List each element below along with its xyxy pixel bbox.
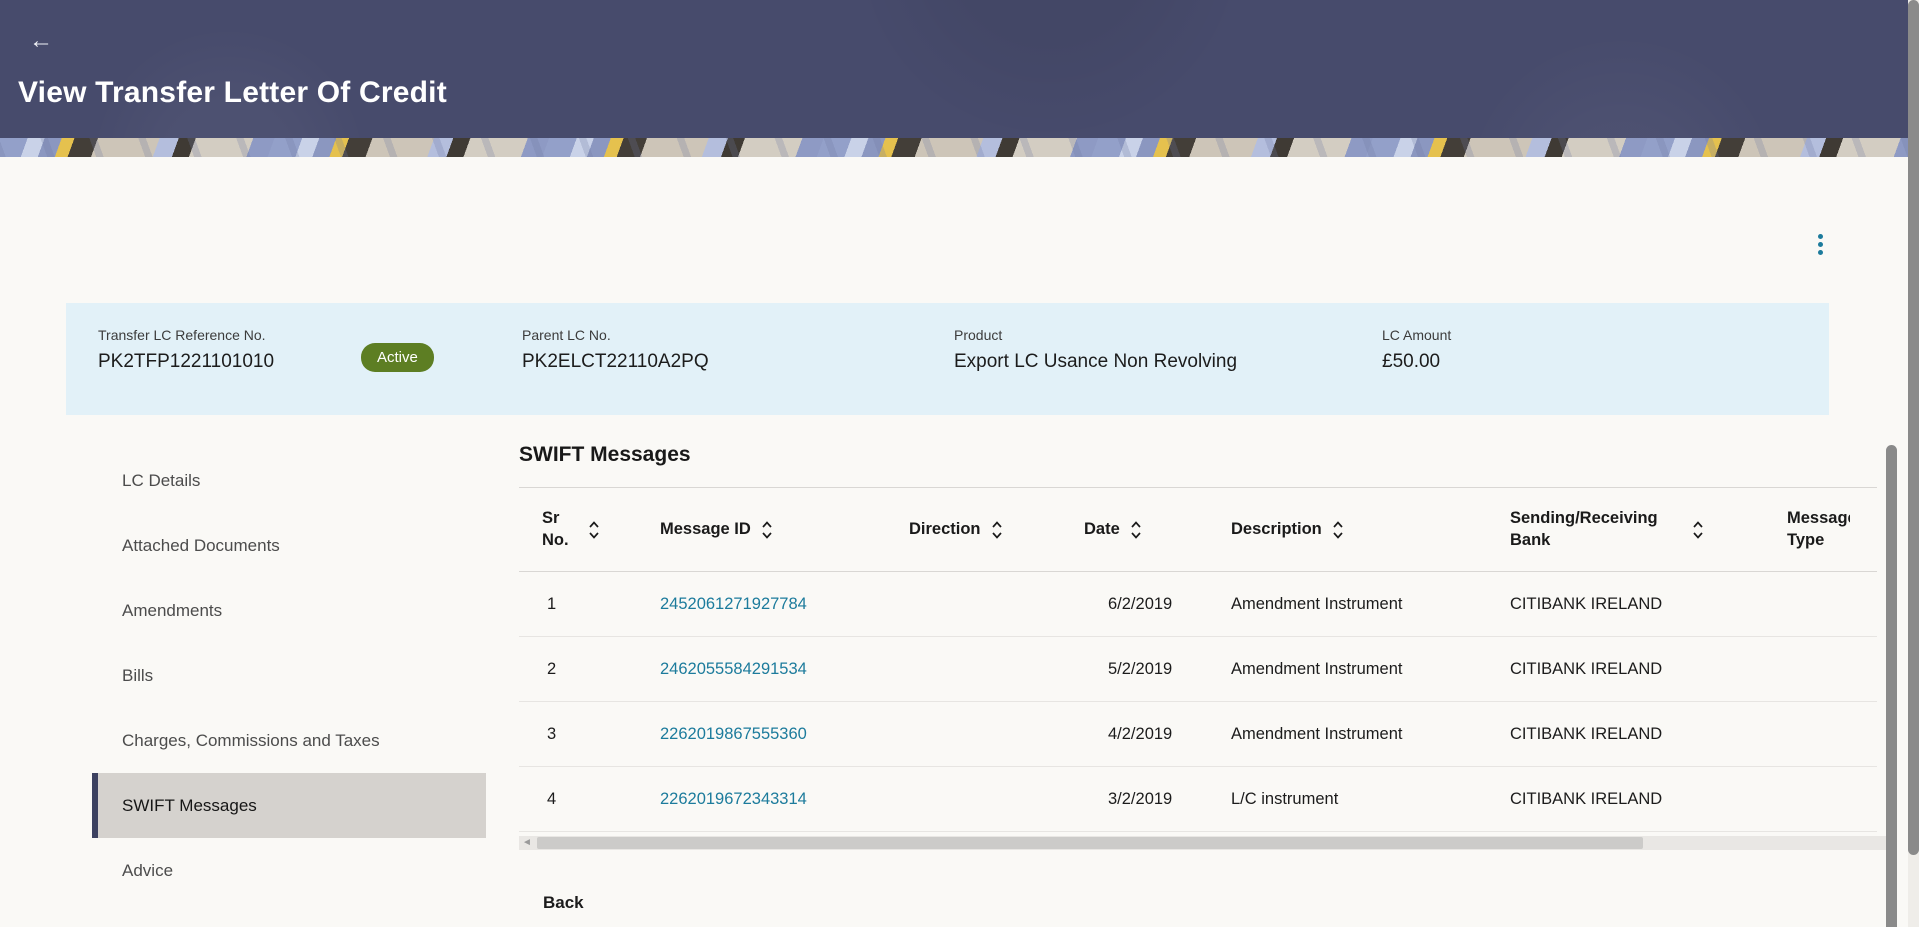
sort-icon[interactable] (1332, 519, 1344, 541)
sidebar-item-amendments[interactable]: Amendments (122, 600, 223, 620)
sort-icon[interactable] (588, 519, 600, 541)
field-value: Export LC Usance Non Revolving (954, 351, 1238, 372)
table-row: 1 2452061271927784 6/2/2019 Amendment In… (519, 572, 1877, 637)
column-label: Message Type (1787, 509, 1850, 549)
sort-icon[interactable] (761, 519, 773, 541)
back-arrow-icon[interactable]: ← (29, 27, 53, 54)
message-id-link[interactable]: 2262019672343314 (660, 789, 807, 808)
message-id-link[interactable]: 2452061271927784 (660, 594, 807, 613)
field-label: LC Amount (1382, 327, 1452, 343)
column-header-description[interactable]: Description (1231, 519, 1510, 541)
table-horizontal-scrollbar[interactable]: ◄ (519, 836, 1886, 850)
sort-icon[interactable] (1130, 519, 1142, 541)
cell-description: Amendment Instrument (1231, 594, 1403, 613)
field-label: Product (954, 327, 1003, 343)
column-header-sending-receiving-bank[interactable]: Sending/Receiving Bank (1510, 508, 1787, 551)
page-title: View Transfer Letter Of Credit (18, 76, 447, 109)
kebab-dot (1817, 249, 1823, 255)
sidebar-item-advice[interactable]: Advice (122, 860, 174, 880)
cell-sr-no: 3 (547, 724, 557, 743)
content-vertical-scrollbar-thumb[interactable] (1886, 445, 1897, 927)
heading-divider (519, 487, 1877, 488)
cell-bank: CITIBANK IRELAND (1510, 594, 1663, 613)
cell-description: Amendment Instrument (1231, 724, 1403, 743)
section-nav-sidebar: LC Details Attached Documents Amendments… (92, 448, 486, 903)
kebab-dot (1817, 233, 1823, 239)
scroll-left-arrow-icon[interactable]: ◄ (522, 837, 532, 848)
summary-field-parent-lc: Parent LC No. PK2ELCT22110A2PQ (522, 327, 709, 373)
sort-icon[interactable] (1692, 519, 1704, 541)
cell-sr-no: 1 (547, 594, 557, 613)
message-id-link[interactable]: 2462055584291534 (660, 659, 807, 678)
back-button[interactable]: Back (543, 893, 584, 912)
column-label: Description (1231, 519, 1322, 538)
app-header: ← View Transfer Letter Of Credit (0, 0, 1908, 138)
sidebar-item-attached-documents[interactable]: Attached Documents (122, 535, 280, 555)
cell-sr-no: 2 (547, 659, 557, 678)
column-label: Sr No. (542, 509, 569, 549)
cell-date: 6/2/2019 (1108, 594, 1173, 613)
field-label: Transfer LC Reference No. (98, 327, 266, 343)
decorative-banner (0, 138, 1908, 157)
column-label: Date (1084, 519, 1120, 538)
lc-summary-bar: Transfer LC Reference No. PK2TFP12211010… (66, 303, 1829, 415)
field-value: £50.00 (1382, 351, 1441, 372)
cell-date: 5/2/2019 (1108, 659, 1173, 678)
window-scrollbar-thumb[interactable] (1908, 0, 1919, 855)
summary-field-lc-amount: LC Amount £50.00 (1382, 327, 1451, 373)
table-row: 2 2462055584291534 5/2/2019 Amendment In… (519, 637, 1877, 702)
column-header-date[interactable]: Date (1084, 519, 1231, 541)
field-value: PK2TFP1221101010 (98, 351, 275, 372)
sidebar-item-charges-commissions-taxes[interactable]: Charges, Commissions and Taxes (122, 730, 380, 750)
summary-field-product: Product Export LC Usance Non Revolving (954, 327, 1237, 373)
more-options-kebab-icon[interactable] (1808, 228, 1832, 260)
cell-sr-no: 4 (547, 789, 557, 808)
horizontal-scrollbar-thumb[interactable] (537, 837, 1643, 849)
cell-date: 4/2/2019 (1108, 724, 1173, 743)
cell-bank: CITIBANK IRELAND (1510, 659, 1663, 678)
table-header-row: Sr No. Message ID Direction Date Descrip… (519, 488, 1877, 572)
status-badge: Active (361, 343, 434, 372)
column-label: Direction (909, 519, 981, 538)
column-label: Sending/Receiving Bank (1510, 509, 1658, 549)
table-row: 3 2262019867555360 4/2/2019 Amendment In… (519, 702, 1877, 767)
kebab-dot (1817, 241, 1823, 247)
cell-description: L/C instrument (1231, 789, 1339, 808)
swift-messages-heading: SWIFT Messages (519, 443, 691, 466)
summary-field-transfer-lc-ref: Transfer LC Reference No. PK2TFP12211010… (98, 327, 274, 373)
cell-bank: CITIBANK IRELAND (1510, 724, 1663, 743)
table-row: 4 2262019672343314 3/2/2019 L/C instrume… (519, 767, 1877, 832)
column-label: Message ID (660, 519, 751, 538)
sidebar-item-bills[interactable]: Bills (122, 665, 154, 685)
cell-description: Amendment Instrument (1231, 659, 1403, 678)
swift-messages-table: Sr No. Message ID Direction Date Descrip… (519, 488, 1877, 832)
column-header-direction[interactable]: Direction (909, 519, 1084, 541)
column-header-sr-no[interactable]: Sr No. (542, 508, 660, 551)
column-header-message-type[interactable]: Message Type (1787, 508, 1877, 551)
cell-date: 3/2/2019 (1108, 789, 1173, 808)
sort-icon[interactable] (991, 519, 1003, 541)
column-header-message-id[interactable]: Message ID (660, 519, 909, 541)
cell-bank: CITIBANK IRELAND (1510, 789, 1663, 808)
field-label: Parent LC No. (522, 327, 611, 343)
sidebar-item-lc-details[interactable]: LC Details (122, 470, 201, 490)
message-id-link[interactable]: 2262019867555360 (660, 724, 807, 743)
field-value: PK2ELCT22110A2PQ (522, 351, 709, 372)
sidebar-item-swift-messages[interactable]: SWIFT Messages (92, 773, 486, 838)
